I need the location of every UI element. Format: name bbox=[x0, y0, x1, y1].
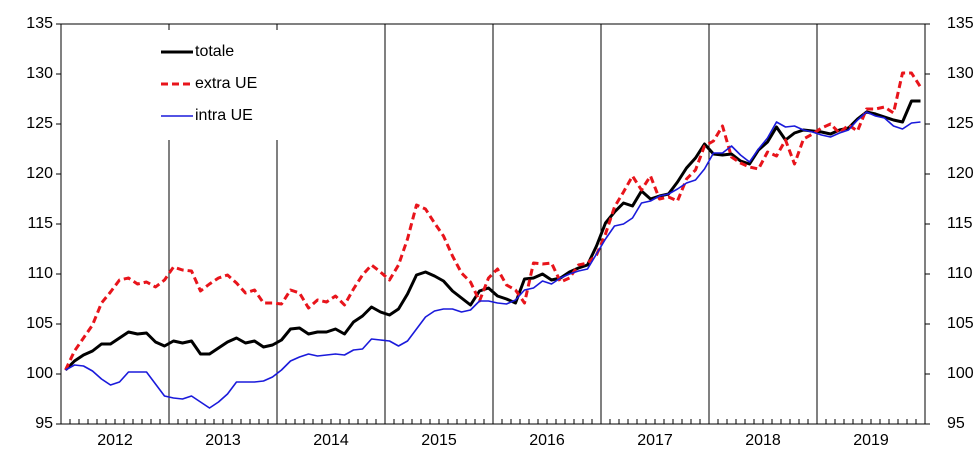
y2-tick-label: 130 bbox=[947, 65, 974, 82]
line-series bbox=[65, 111, 921, 409]
x-tick-label: 2014 bbox=[313, 432, 349, 449]
x-tick-label: 2013 bbox=[205, 432, 241, 449]
legend-label: intra UE bbox=[195, 107, 253, 124]
y2-tick-label: 105 bbox=[947, 315, 974, 332]
x-tick-label: 2016 bbox=[529, 432, 565, 449]
x-tick-label: 2015 bbox=[421, 432, 457, 449]
legend-label: extra UE bbox=[195, 75, 257, 92]
legend-label: totale bbox=[195, 43, 234, 60]
y-tick-label: 135 bbox=[26, 15, 53, 32]
y2-tick-label: 120 bbox=[947, 165, 974, 182]
y-tick-label: 120 bbox=[26, 165, 53, 182]
x-tick-label: 2019 bbox=[853, 432, 889, 449]
y-tick-label: 105 bbox=[26, 315, 53, 332]
plot-frame bbox=[60, 23, 926, 425]
y2-tick-label: 110 bbox=[947, 265, 973, 282]
y-tick-label: 115 bbox=[27, 215, 53, 232]
line-series bbox=[64, 71, 922, 371]
x-tick-label: 2017 bbox=[637, 432, 673, 449]
y-tick-label: 125 bbox=[26, 115, 53, 132]
y-tick-label: 95 bbox=[35, 415, 53, 432]
y-tick-label: 130 bbox=[26, 65, 53, 82]
y-tick-label: 110 bbox=[27, 265, 53, 282]
y2-tick-label: 125 bbox=[947, 115, 974, 132]
y2-tick-label: 115 bbox=[947, 215, 973, 232]
legend-box bbox=[131, 30, 291, 140]
y2-tick-label: 100 bbox=[947, 365, 974, 382]
y2-tick-label: 135 bbox=[947, 15, 974, 32]
x-tick-label: 2012 bbox=[97, 432, 133, 449]
line-series bbox=[64, 99, 921, 372]
y-tick-label: 100 bbox=[26, 365, 53, 382]
x-tick-label: 2018 bbox=[745, 432, 781, 449]
y2-tick-label: 95 bbox=[947, 415, 965, 432]
